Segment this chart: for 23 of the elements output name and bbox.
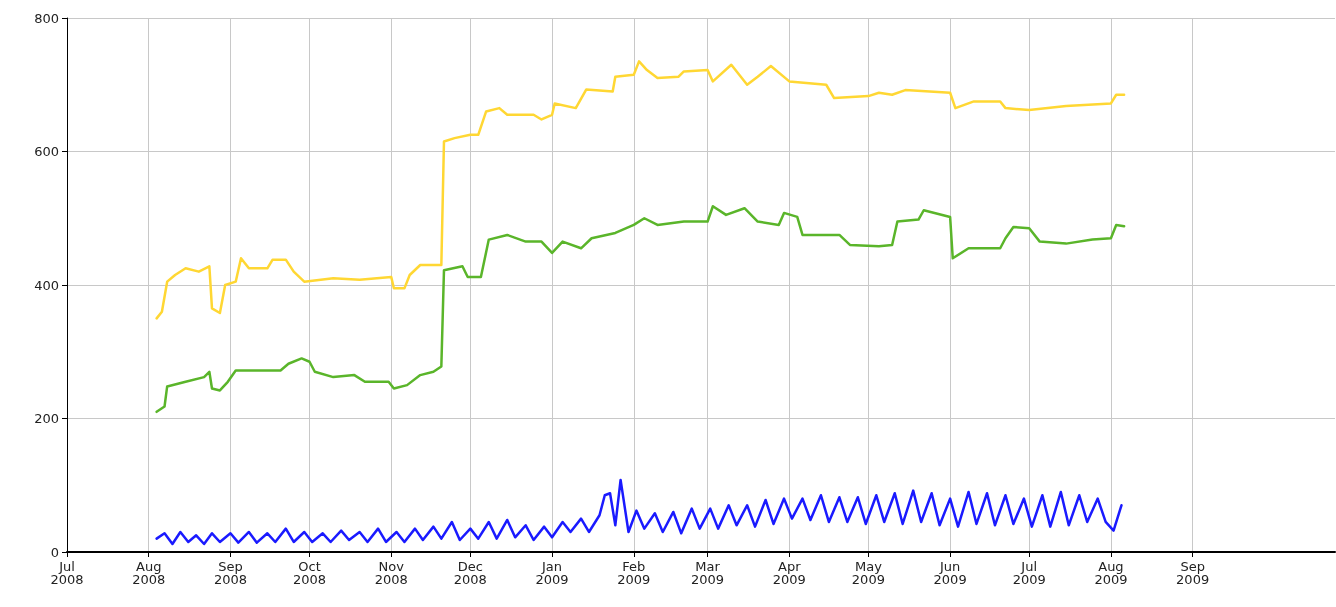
x-tick-label: Jul 2008: [50, 559, 84, 587]
y-tick-label: 0: [50, 544, 59, 560]
x-tick-label: Dec 2008: [453, 559, 487, 587]
x-tick-label: Aug 2008: [132, 559, 166, 587]
line-series: [155, 60, 1126, 320]
x-tick-label: Nov 2008: [374, 559, 408, 587]
x-tick-label: Jan 2009: [535, 559, 569, 587]
y-tick-label: 600: [34, 144, 59, 159]
x-tick-label: Jun 2009: [933, 559, 967, 587]
x-tick-label: Jul 2009: [1012, 559, 1046, 587]
x-tick-label: Oct 2008: [292, 559, 327, 587]
line-series: [155, 478, 1123, 546]
y-tick-label: 400: [34, 277, 59, 293]
x-tick-label: Feb 2009: [617, 559, 651, 587]
x-tick-label: Apr 2009: [772, 559, 806, 587]
line-series: [155, 204, 1126, 414]
x-tick-label: Sep 2009: [1176, 559, 1210, 587]
x-tick-label: Mar 2009: [691, 559, 725, 587]
y-tick-label: 800: [34, 10, 59, 26]
x-tick-label: May 2009: [851, 559, 885, 587]
x-tick-label: Aug 2009: [1094, 559, 1128, 587]
y-tick-label: 200: [34, 411, 59, 426]
x-tick-label: Sep 2008: [213, 559, 247, 587]
